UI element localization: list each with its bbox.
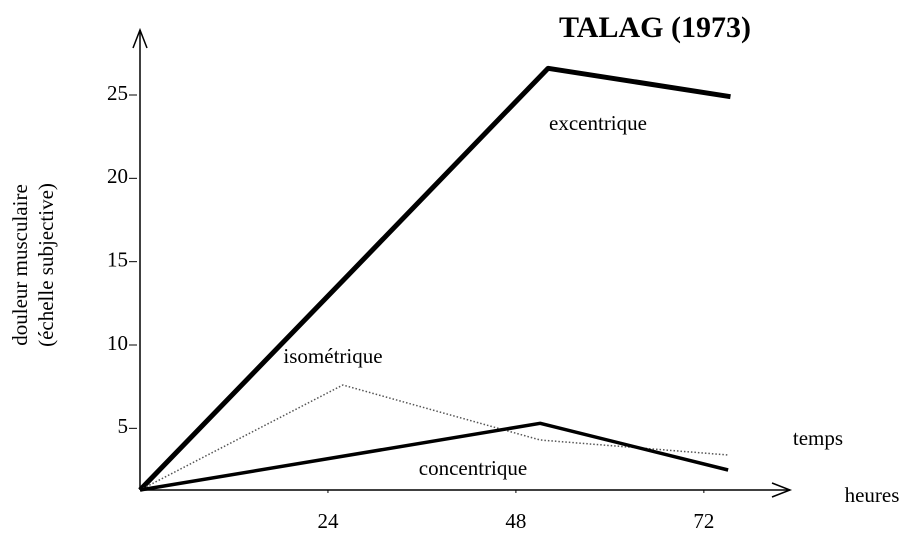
x-axis-label: heures — [845, 483, 900, 507]
y-tick-label: 10 — [107, 331, 128, 355]
y-axis-arrow — [132, 27, 148, 49]
y-tick-label: 20 — [107, 164, 128, 188]
x-axis-label: temps — [793, 426, 843, 450]
series-label: excentrique — [549, 111, 647, 135]
x-tick-label: 72 — [693, 509, 714, 533]
series-line — [139, 421, 729, 492]
x-tick-label: 24 — [317, 509, 339, 533]
chart-title: TALAG (1973) — [559, 11, 751, 44]
y-axis-label-line: (échelle subjective) — [34, 183, 58, 347]
y-axis-label-line: douleur musculaire — [8, 184, 32, 346]
series-line — [138, 65, 731, 492]
y-axis-label: douleur musculaire (échelle subjective) — [8, 183, 58, 347]
series-label: concentrique — [419, 456, 527, 480]
y-tick-label: 25 — [107, 81, 128, 105]
x-axis-arrow — [771, 482, 793, 498]
series-label: isométrique — [283, 344, 382, 368]
x-tick-label: 48 — [505, 509, 526, 533]
y-tick-label: 5 — [118, 414, 129, 438]
y-tick-label: 15 — [107, 247, 128, 271]
